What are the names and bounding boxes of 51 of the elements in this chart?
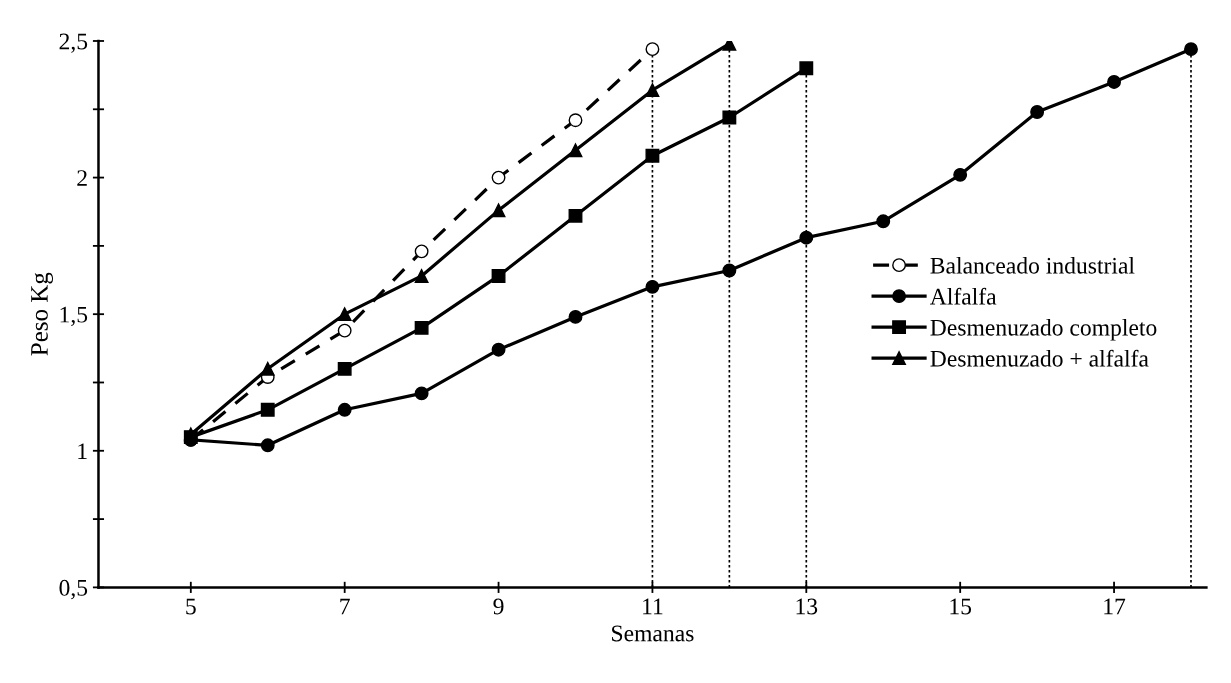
point: [1107, 75, 1122, 89]
point: [414, 268, 429, 283]
point: [799, 61, 814, 76]
point: [1030, 105, 1045, 119]
point: [337, 307, 352, 322]
point: [491, 268, 506, 283]
point: [876, 214, 891, 229]
point: [491, 342, 506, 357]
point: [568, 143, 583, 158]
point: [799, 230, 814, 245]
point: [337, 402, 352, 417]
legend-label: Desmenuzado + alfalfa: [930, 349, 1149, 367]
point: [414, 386, 429, 401]
point: [568, 309, 583, 324]
x-tick-label: 9: [493, 598, 504, 615]
y-tick-label: 0,5: [59, 579, 88, 600]
point: [491, 170, 506, 185]
point: [414, 244, 429, 259]
y-tick-label: 1,5: [60, 306, 88, 326]
x-tick-label: 13: [796, 598, 818, 615]
legend-label: Balanceado industrial: [930, 257, 1135, 274]
point: [645, 83, 660, 98]
x-tick-label: 15: [950, 598, 972, 615]
x-tick-label: 17: [1104, 598, 1126, 615]
legend-label: Alfalfa: [930, 287, 997, 305]
point: [260, 438, 275, 453]
point: [953, 167, 968, 182]
point: [491, 203, 506, 218]
y-tick-label: 2,5: [59, 33, 88, 53]
point: [645, 279, 660, 294]
point: [568, 113, 583, 128]
x-axis-title: Semanas: [612, 625, 694, 642]
point: [414, 320, 429, 335]
point: [337, 323, 352, 338]
point: [645, 148, 660, 163]
x-tick-label: 7: [340, 598, 350, 615]
y-tick-label: 2: [77, 170, 87, 186]
legend-label: Desmenuzado completo: [930, 319, 1157, 341]
point: [722, 110, 737, 125]
point: [1184, 42, 1198, 57]
point: [260, 402, 275, 417]
point: [645, 42, 660, 57]
point: [568, 208, 583, 223]
y-tick-label: 1: [78, 443, 87, 459]
point: [260, 361, 275, 376]
point: [722, 263, 737, 278]
x-tick-label: 11: [643, 598, 663, 615]
x-tick-label: 5: [186, 598, 196, 615]
point: [337, 361, 352, 376]
y-axis-title: Peso Kg: [31, 272, 53, 356]
point: [722, 40, 737, 51]
